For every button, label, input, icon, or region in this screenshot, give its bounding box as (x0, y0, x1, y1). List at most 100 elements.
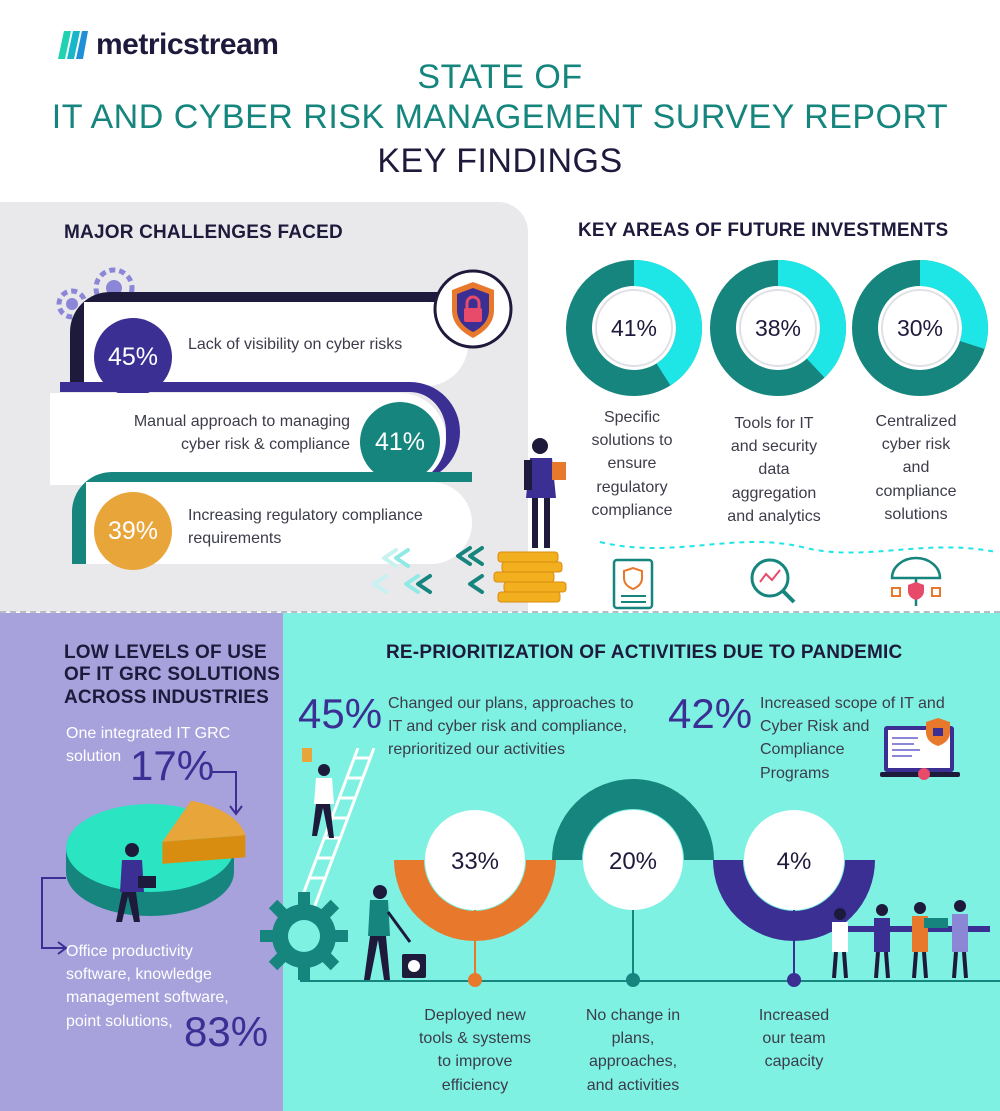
ring-2-line-1: No change in (585, 1007, 681, 1024)
ring-2: 20% (583, 810, 683, 987)
grc-office-text: Office productivity software, knowledge … (66, 940, 229, 1033)
ring-3-line-3: capacity (764, 1053, 824, 1071)
pandemic-left-line-2: IT and cyber risk and compliance, (388, 718, 627, 736)
investment-3-percent: 30% (897, 315, 943, 341)
ring-3-line-2: our team (762, 1030, 826, 1048)
document-shield-icon (612, 558, 654, 610)
metricstream-logo: metricstream (58, 28, 279, 62)
investment-1-line-3: ensure (607, 455, 657, 473)
grc-heading-line-3: ACROSS INDUSTRIES (64, 686, 270, 708)
pandemic-rings: 33% 20% 4% (394, 779, 875, 987)
ring-1-line-2: tools & systems (418, 1030, 532, 1048)
challenge-1-text: Lack of visibility on cyber risks (188, 336, 403, 353)
pandemic-right-percent: 42% (668, 690, 753, 737)
pie-slice-integrated-side (162, 835, 246, 864)
pandemic-left-line-3: reprioritized our activities (388, 741, 565, 759)
challenge-3-text: Increasing regulatory compliance require… (188, 504, 423, 550)
ring-2-line-3: approaches, (588, 1053, 678, 1071)
ring-3-label: Increased our team capacity (719, 1004, 869, 1074)
challenge-2-text-line-2: cyber risk & compliance (181, 436, 350, 454)
investment-3-line-1: Centralized (875, 413, 957, 430)
pandemic-right-line-1: Increased scope of IT and (760, 695, 945, 712)
pandemic-right-text: Increased scope of IT and Cyber Risk and… (760, 692, 945, 785)
ring-1: 33% (425, 810, 525, 987)
pie-slice-integrated (162, 800, 246, 842)
grc-integrated-percent: 17% (130, 742, 215, 789)
ring-1-line-1: Deployed new (424, 1007, 526, 1024)
grc-heading-line-2: OF IT GRC SOLUTIONS (64, 664, 280, 686)
ladder-person-icon (296, 748, 376, 908)
grc-integrated-line-1: One integrated IT GRC (66, 725, 231, 742)
pandemic-right-line-4: Programs (760, 764, 830, 782)
investment-1-line-2: solutions to (591, 432, 673, 450)
metricstream-logo-icon (58, 31, 88, 59)
grc-heading-line-1: LOW LEVELS OF USE (64, 642, 267, 663)
investment-3-label: Centralized cyber risk and compliance so… (846, 410, 986, 526)
challenge-band-1-frame (70, 292, 470, 392)
pandemic-baseline (300, 980, 1000, 982)
umbrella-shield-icon (890, 556, 942, 606)
grc-integrated-line-2: solution (66, 748, 122, 766)
ring-1-line-3: to improve (437, 1053, 513, 1071)
man-with-cart-icon (364, 885, 426, 980)
grc-office-line-2: software, knowledge (66, 966, 212, 984)
team-meeting-icon (830, 900, 990, 979)
investment-icons-row (599, 541, 997, 610)
investment-2-percent: 38% (755, 315, 801, 341)
investment-2-line-1: Tools for IT (734, 415, 814, 432)
ring-1-label: Deployed new tools & systems to improve … (400, 1004, 550, 1097)
donut-arc-1 (633, 260, 702, 386)
grc-connector-lines (41, 771, 243, 955)
investment-2-line-5: and analytics (727, 507, 821, 525)
grc-office-line-1: Office productivity (66, 943, 193, 960)
ring-3-line-1: Increased (758, 1007, 830, 1024)
ring-arc-2 (552, 779, 714, 861)
ring-1-line-4: efficiency (441, 1076, 509, 1094)
pandemic-left-line-1: Changed our plans, approaches to (388, 695, 634, 712)
challenge-2-text: Manual approach to managing cyber risk &… (110, 410, 350, 456)
challenge-2-text-line-1: Manual approach to managing (133, 413, 350, 430)
investment-donut-2: 38% (710, 260, 846, 396)
pandemic-left-text: Changed our plans, approaches to IT and … (388, 692, 634, 762)
section-divider (0, 611, 1000, 613)
investment-donut-1: 41% (566, 260, 702, 396)
person-laptop-figure-icon (116, 843, 156, 922)
analytics-magnifier-icon (750, 558, 796, 604)
investment-3-line-4: compliance (875, 482, 957, 500)
title-line-1: STATE OF (417, 58, 583, 96)
investment-2-line-3: data (758, 461, 790, 479)
ring-3: 4% (744, 810, 844, 987)
ring-1-percent: 33% (451, 848, 499, 875)
shield-lock-icon (433, 269, 513, 349)
arrows-icon (372, 546, 484, 594)
grc-integrated-text: One integrated IT GRC solution (66, 722, 230, 768)
investment-1-percent: 41% (611, 315, 657, 341)
donut-arc-3 (919, 260, 988, 350)
pandemic-left-percent: 45% (298, 690, 383, 737)
ring-2-line-2: plans, (611, 1030, 655, 1048)
donut-arc-2 (777, 260, 846, 378)
investment-1-line-1: Specific (603, 409, 661, 426)
pandemic-right-line-2: Cyber Risk and (760, 718, 870, 736)
logo-text: metricstream (96, 28, 279, 61)
investment-1-label: Specific solutions to ensure regulatory … (562, 406, 702, 522)
grc-heading: LOW LEVELS OF USE OF IT GRC SOLUTIONS AC… (64, 642, 280, 709)
investment-2-label: Tools for IT and security data aggregati… (704, 412, 844, 528)
challenges-heading: MAJOR CHALLENGES FACED (64, 222, 343, 243)
investment-2-line-4: aggregation (731, 484, 817, 502)
grc-pie-chart (66, 800, 246, 916)
coins-stack-icon (493, 551, 567, 603)
challenge-3-text-line-1: Increasing regulatory compliance (188, 507, 423, 524)
pandemic-right-line-3: Compliance (760, 741, 845, 759)
businesswoman-figure-icon (524, 438, 566, 548)
challenge-2-percent: 41% (360, 402, 440, 482)
ring-2-line-4: and activities (586, 1076, 680, 1094)
investment-3-line-5: solutions (884, 505, 948, 523)
ring-2-percent: 20% (609, 848, 657, 875)
challenge-band-3-frame (72, 472, 472, 564)
investment-3-line-2: cyber risk (881, 436, 951, 454)
title-line-2: IT AND CYBER RISK MANAGEMENT SURVEY REPO… (51, 98, 949, 136)
investment-2-line-2: and security (730, 438, 818, 456)
big-gear-icon (260, 892, 348, 980)
title-line-3: KEY FINDINGS (377, 142, 623, 180)
